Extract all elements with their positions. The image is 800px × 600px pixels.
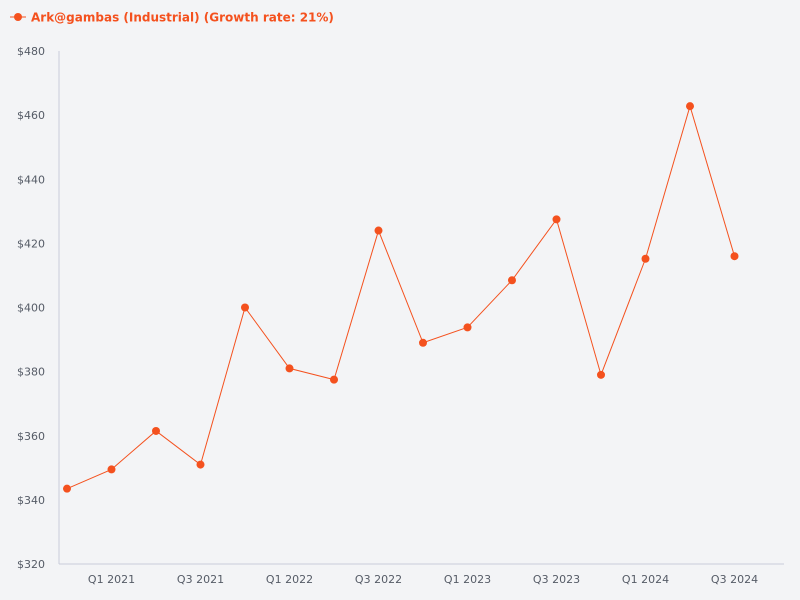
data-point[interactable]: [686, 102, 694, 111]
y-tick-label: $320: [17, 558, 45, 571]
x-tick-label: Q1 2021: [88, 573, 135, 586]
data-point[interactable]: [285, 364, 294, 373]
x-tick-label: Q3 2024: [711, 573, 758, 586]
y-tick-label: $440: [17, 173, 45, 186]
data-point[interactable]: [419, 338, 427, 347]
data-point[interactable]: [374, 226, 383, 235]
data-point[interactable]: [330, 375, 338, 384]
data-point[interactable]: [107, 465, 116, 474]
data-point[interactable]: [241, 303, 249, 312]
legend-label: Ark@gambas (Industrial) (Growth rate: 21…: [31, 11, 334, 25]
data-point[interactable]: [463, 323, 472, 332]
y-tick-label: $360: [17, 430, 45, 443]
y-tick-label: $420: [17, 237, 45, 250]
plot-area: [63, 102, 739, 493]
y-axis: $320 $340 $360 $380 $400 $420 $440 $460 $480: [17, 45, 60, 571]
x-tick-label: Q3 2023: [533, 573, 580, 586]
x-tick-label: Q3 2021: [177, 573, 224, 586]
y-tick-label: $460: [17, 109, 45, 122]
x-tick-label: Q1 2022: [266, 573, 313, 586]
data-point[interactable]: [63, 484, 71, 493]
x-tick-label: Q1 2024: [622, 573, 669, 586]
x-axis: Q1 2021 Q3 2021 Q1 2022 Q3 2022 Q1 2023 Q3 20…: [59, 563, 784, 586]
x-tick-label: Q1 2023: [444, 573, 491, 586]
y-tick-label: $480: [17, 45, 45, 58]
data-point[interactable]: [597, 370, 605, 379]
data-point[interactable]: [196, 460, 205, 469]
data-point[interactable]: [152, 426, 160, 435]
y-tick-label: $400: [17, 302, 45, 315]
data-point[interactable]: [641, 254, 650, 263]
data-point[interactable]: [552, 215, 561, 224]
legend[interactable]: Ark@gambas (Industrial) (Growth rate: 21…: [10, 11, 334, 25]
data-point[interactable]: [508, 276, 516, 285]
y-tick-label: $380: [17, 366, 45, 379]
x-tick-label: Q3 2022: [355, 573, 402, 586]
data-point[interactable]: [730, 252, 739, 261]
legend-marker-icon: [14, 13, 22, 21]
y-tick-label: $340: [17, 494, 45, 507]
series-line: [66, 104, 735, 490]
